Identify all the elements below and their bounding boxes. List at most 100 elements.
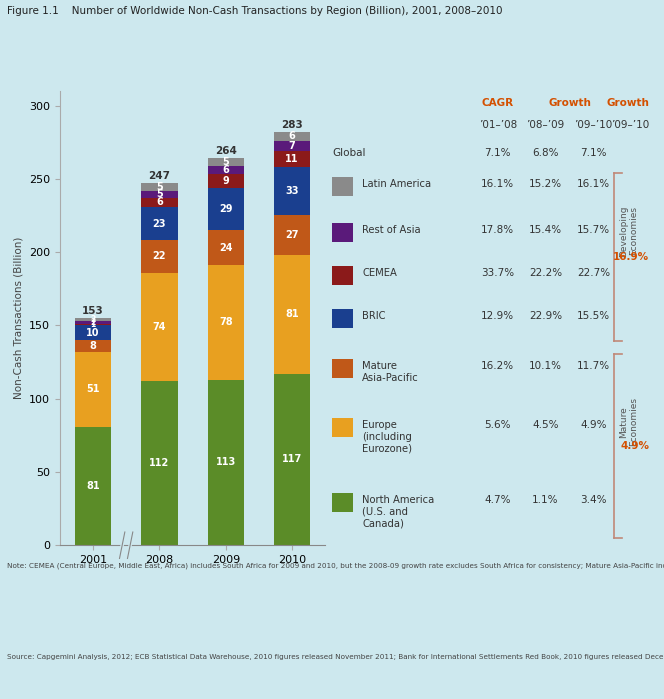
- Text: 6: 6: [289, 131, 295, 141]
- Text: Latin America: Latin America: [363, 180, 432, 189]
- Text: 24: 24: [219, 243, 232, 253]
- Text: 10.1%: 10.1%: [529, 361, 562, 371]
- Bar: [141, 191, 178, 198]
- Text: 17.8%: 17.8%: [481, 225, 515, 235]
- Text: 6: 6: [222, 165, 229, 175]
- Text: 7: 7: [289, 140, 295, 151]
- Text: Europe
(including
Eurozone): Europe (including Eurozone): [363, 420, 412, 454]
- Bar: [332, 177, 353, 196]
- Bar: [75, 321, 112, 324]
- Bar: [75, 426, 112, 545]
- Text: 16.9%: 16.9%: [613, 252, 649, 261]
- Text: 22.2%: 22.2%: [529, 268, 562, 278]
- Bar: [332, 309, 353, 328]
- Text: 5: 5: [156, 182, 163, 192]
- Bar: [208, 230, 244, 266]
- Bar: [274, 167, 311, 215]
- Text: 2: 2: [90, 318, 96, 327]
- Text: 81: 81: [286, 310, 299, 319]
- Bar: [332, 493, 353, 512]
- Text: 112: 112: [149, 458, 169, 468]
- Text: 10: 10: [86, 328, 100, 338]
- Bar: [141, 240, 178, 273]
- Text: 51: 51: [86, 384, 100, 394]
- Text: 153: 153: [82, 306, 104, 316]
- Y-axis label: Non-Cash Transactions (Billion): Non-Cash Transactions (Billion): [13, 237, 23, 399]
- Text: 3.4%: 3.4%: [580, 495, 607, 505]
- Text: 29: 29: [219, 204, 232, 214]
- Text: 5.6%: 5.6%: [485, 420, 511, 431]
- Text: 5: 5: [222, 157, 229, 167]
- Bar: [141, 207, 178, 240]
- Text: BRIC: BRIC: [363, 311, 386, 322]
- Text: Developing
Economies: Developing Economies: [619, 206, 638, 257]
- Text: 11: 11: [286, 154, 299, 164]
- Text: 11.7%: 11.7%: [577, 361, 610, 371]
- Bar: [208, 266, 244, 380]
- Bar: [332, 266, 353, 285]
- Text: 15.2%: 15.2%: [529, 180, 562, 189]
- Text: 4.5%: 4.5%: [533, 420, 559, 431]
- Text: 6: 6: [156, 197, 163, 208]
- Bar: [274, 255, 311, 374]
- Text: 12.9%: 12.9%: [481, 311, 515, 322]
- Text: 15.5%: 15.5%: [577, 311, 610, 322]
- Bar: [141, 198, 178, 207]
- Bar: [208, 380, 244, 545]
- Text: ’09–’10: ’09–’10: [574, 120, 612, 131]
- Text: 22.9%: 22.9%: [529, 311, 562, 322]
- Text: 4.9%: 4.9%: [580, 420, 607, 431]
- Text: North America
(U.S. and
Canada): North America (U.S. and Canada): [363, 495, 434, 528]
- Bar: [274, 215, 311, 255]
- Text: Source: Capgemini Analysis, 2012; ECB Statistical Data Warehouse, 2010 figures r: Source: Capgemini Analysis, 2012; ECB St…: [7, 654, 664, 660]
- Bar: [208, 175, 244, 187]
- Text: 113: 113: [216, 457, 236, 468]
- Text: 27: 27: [286, 230, 299, 240]
- Bar: [274, 140, 311, 151]
- Text: 4.7%: 4.7%: [485, 495, 511, 505]
- Text: Growth: Growth: [548, 98, 591, 108]
- Text: Note: CEMEA (Central Europe, Middle East, Africa) includes South Africa for 2009: Note: CEMEA (Central Europe, Middle East…: [7, 563, 664, 569]
- Text: Figure 1.1    Number of Worldwide Non-Cash Transactions by Region (Billion), 200: Figure 1.1 Number of Worldwide Non-Cash …: [7, 6, 502, 16]
- Bar: [141, 183, 178, 191]
- Text: 33.7%: 33.7%: [481, 268, 515, 278]
- Bar: [75, 318, 112, 321]
- Text: ’08–’09: ’08–’09: [527, 120, 564, 131]
- Text: 7.1%: 7.1%: [580, 147, 607, 158]
- Text: 74: 74: [153, 322, 166, 332]
- Text: Mature
Economies: Mature Economies: [619, 398, 638, 447]
- Bar: [75, 340, 112, 352]
- Text: 16.2%: 16.2%: [481, 361, 515, 371]
- Bar: [332, 359, 353, 378]
- Text: 264: 264: [215, 146, 236, 156]
- Text: 15.7%: 15.7%: [577, 225, 610, 235]
- Text: 16.1%: 16.1%: [481, 180, 515, 189]
- Bar: [141, 273, 178, 381]
- Bar: [141, 381, 178, 545]
- Text: Rest of Asia: Rest of Asia: [363, 225, 421, 235]
- Bar: [274, 374, 311, 545]
- Text: ’01–’08: ’01–’08: [479, 120, 517, 131]
- Text: 15.4%: 15.4%: [529, 225, 562, 235]
- Text: Global: Global: [332, 147, 365, 158]
- Text: 247: 247: [148, 171, 171, 181]
- Text: 1: 1: [90, 320, 96, 329]
- Text: 1.1%: 1.1%: [533, 495, 559, 505]
- Bar: [75, 324, 112, 325]
- Text: CAGR: CAGR: [481, 98, 514, 108]
- Bar: [208, 166, 244, 175]
- Text: 117: 117: [282, 454, 302, 464]
- Text: 283: 283: [282, 120, 303, 130]
- Bar: [332, 222, 353, 242]
- Text: 33: 33: [286, 186, 299, 196]
- Bar: [75, 352, 112, 426]
- Text: 78: 78: [219, 317, 232, 327]
- Text: 22: 22: [153, 252, 166, 261]
- Text: 6.8%: 6.8%: [533, 147, 559, 158]
- Text: 7.1%: 7.1%: [485, 147, 511, 158]
- Bar: [274, 132, 311, 140]
- Text: CEMEA: CEMEA: [363, 268, 397, 278]
- Text: 81: 81: [86, 481, 100, 491]
- Bar: [274, 151, 311, 167]
- Text: 23: 23: [153, 219, 166, 229]
